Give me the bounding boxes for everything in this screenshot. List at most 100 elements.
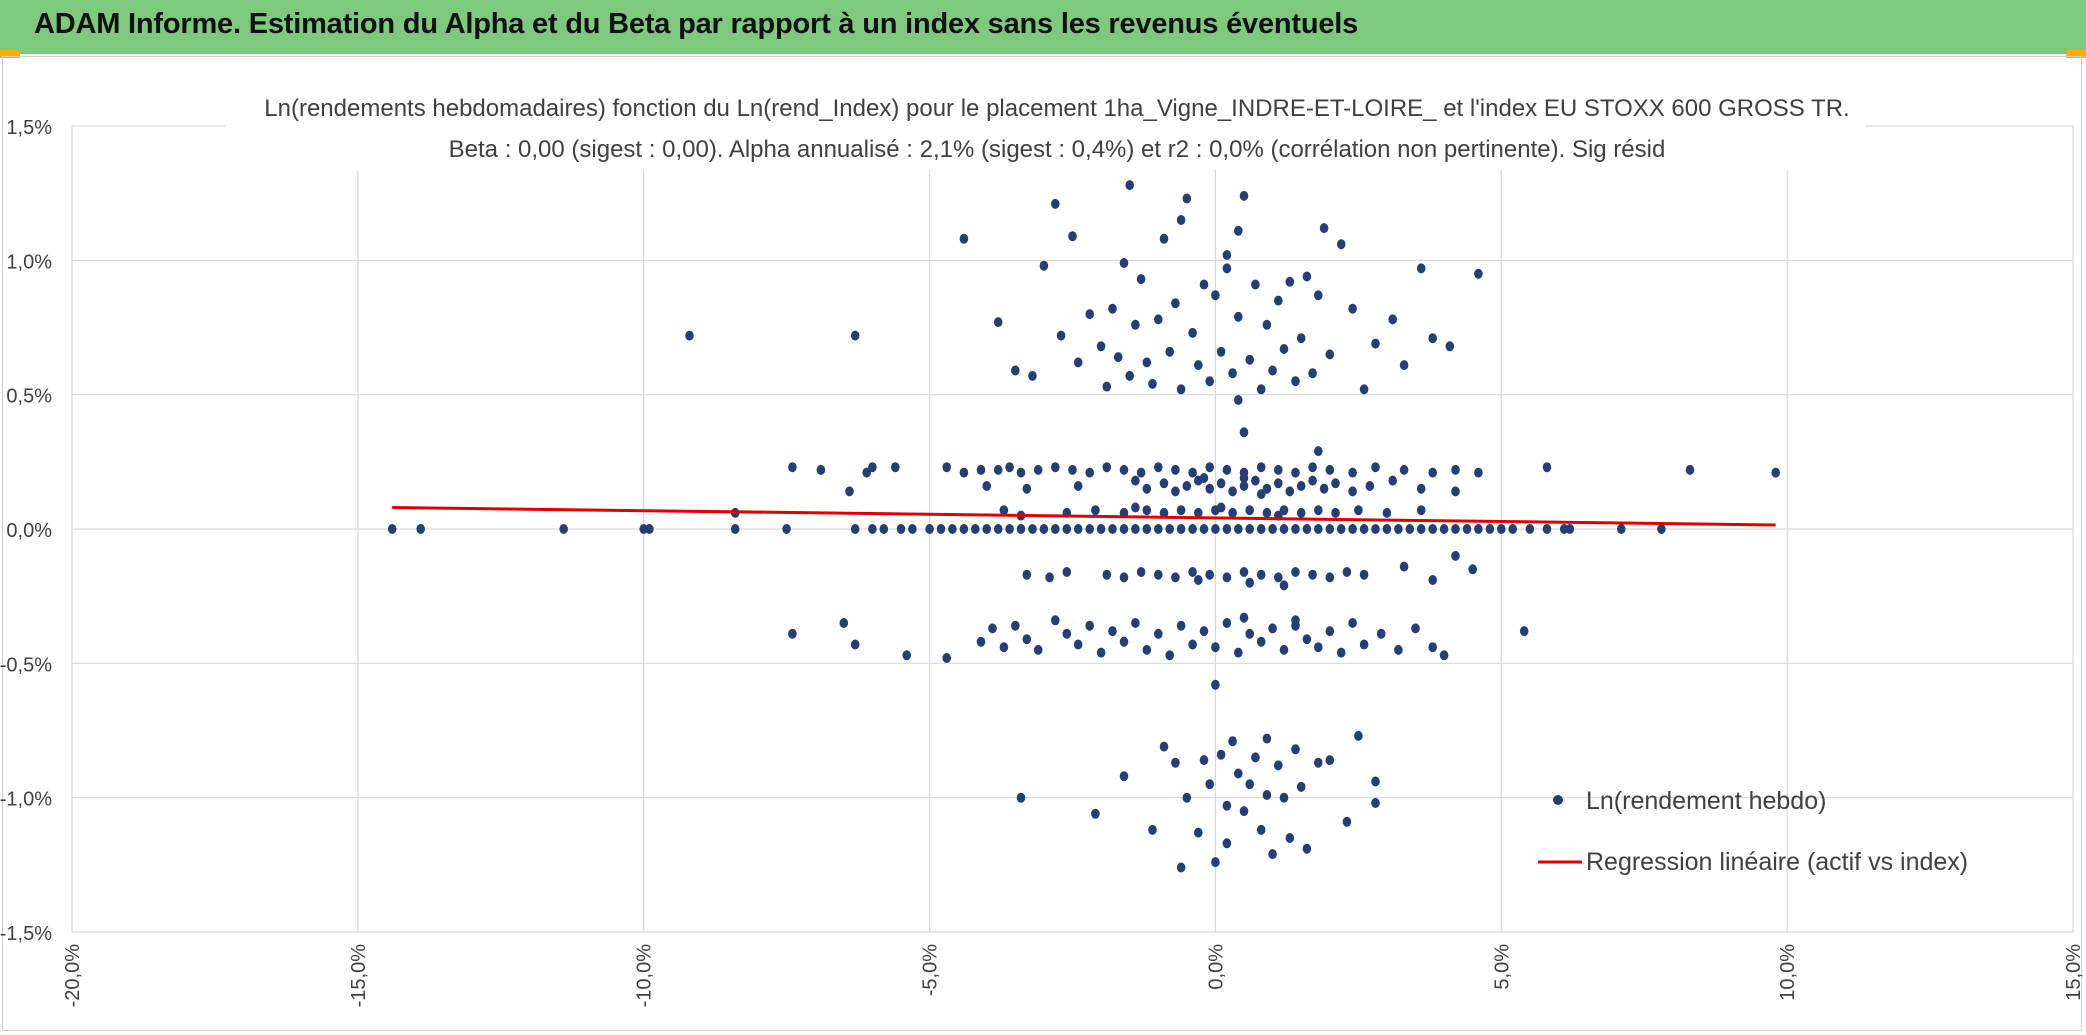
data-point — [1176, 505, 1186, 516]
data-point — [1033, 644, 1043, 655]
data-point — [1216, 346, 1226, 357]
data-point — [1062, 567, 1072, 577]
data-point — [1188, 639, 1197, 650]
data-point — [993, 317, 1003, 328]
data-point — [959, 233, 969, 244]
data-point — [1296, 333, 1306, 344]
data-point — [1234, 768, 1243, 779]
data-point — [1274, 464, 1283, 475]
data-point — [788, 462, 797, 473]
data-point — [1262, 733, 1272, 744]
data-point — [1211, 857, 1220, 868]
data-point — [1142, 505, 1152, 516]
legend: Ln(rendement hebdo) Regression linéaire … — [1538, 787, 1968, 876]
data-point — [1154, 569, 1163, 580]
data-point — [1348, 486, 1357, 497]
data-point — [959, 467, 969, 478]
x-tick-label: 15,0% — [2063, 944, 2085, 1001]
data-point — [1159, 478, 1169, 489]
data-point — [1314, 290, 1323, 301]
data-point — [1068, 464, 1077, 475]
data-point — [1314, 642, 1323, 653]
data-point — [1176, 215, 1186, 225]
data-point — [942, 462, 951, 473]
data-point — [1376, 628, 1386, 639]
data-point — [1073, 639, 1083, 650]
data-point — [1073, 357, 1083, 368]
data-point — [1091, 808, 1100, 819]
data-point — [1022, 569, 1032, 580]
data-point — [1131, 502, 1140, 513]
data-point — [1222, 464, 1232, 475]
data-point — [1136, 567, 1146, 577]
data-point — [1228, 736, 1237, 747]
y-tick-label: -1,0% — [0, 789, 52, 811]
data-point — [1542, 462, 1552, 473]
data-point — [1188, 327, 1197, 338]
data-point — [1302, 843, 1312, 854]
data-point — [1428, 333, 1437, 344]
data-point — [1274, 478, 1283, 489]
data-point — [1154, 628, 1163, 639]
data-point — [1348, 467, 1357, 478]
data-point — [1325, 755, 1335, 766]
legend-marker-scatter — [1553, 795, 1563, 805]
data-point — [1022, 483, 1032, 494]
data-point — [1199, 626, 1209, 637]
data-point — [1011, 365, 1020, 376]
data-point — [1234, 647, 1243, 658]
data-point — [1359, 639, 1369, 650]
data-point — [999, 505, 1009, 516]
data-point — [1194, 360, 1203, 371]
data-point — [1399, 464, 1409, 475]
data-point — [1096, 647, 1106, 658]
data-point — [1205, 483, 1214, 494]
data-point — [1211, 679, 1220, 690]
data-point — [1296, 781, 1306, 792]
data-point — [685, 330, 694, 341]
data-point — [1245, 628, 1254, 639]
data-point — [1171, 486, 1180, 497]
data-point — [1428, 575, 1437, 585]
data-point — [1159, 741, 1169, 752]
data-point — [1119, 464, 1129, 475]
data-point — [1451, 464, 1460, 475]
data-point — [387, 524, 397, 534]
data-point — [1188, 524, 1197, 534]
data-point — [1096, 341, 1106, 352]
data-point — [1256, 824, 1266, 835]
data-point — [1308, 475, 1317, 486]
data-point — [1045, 572, 1054, 583]
data-point — [1033, 464, 1043, 475]
data-point — [1325, 524, 1335, 534]
data-point — [1771, 467, 1780, 478]
data-point — [1142, 644, 1152, 655]
data-point — [1371, 798, 1380, 808]
data-point — [1062, 628, 1072, 639]
data-point — [1028, 524, 1037, 534]
data-point — [1371, 524, 1380, 534]
data-point — [1416, 263, 1426, 274]
data-point — [1325, 626, 1335, 637]
x-tick-label: 0,0% — [1205, 944, 1227, 990]
data-point — [1108, 303, 1117, 314]
data-point — [1245, 505, 1254, 516]
data-point — [416, 524, 426, 534]
data-point — [1199, 755, 1209, 766]
data-point — [1388, 314, 1397, 325]
data-point — [1051, 615, 1060, 626]
data-point — [845, 486, 854, 497]
data-point — [1091, 505, 1100, 516]
data-point — [1245, 354, 1254, 365]
data-point — [1222, 838, 1232, 849]
title-background — [225, 82, 1865, 170]
data-point — [1056, 330, 1066, 341]
data-point — [1039, 260, 1049, 271]
data-point — [1279, 344, 1289, 354]
data-point — [1285, 833, 1295, 843]
data-point — [1182, 193, 1192, 204]
data-point — [1239, 806, 1249, 817]
data-point — [1125, 370, 1134, 381]
data-point — [1256, 569, 1266, 580]
data-point — [1171, 464, 1180, 475]
